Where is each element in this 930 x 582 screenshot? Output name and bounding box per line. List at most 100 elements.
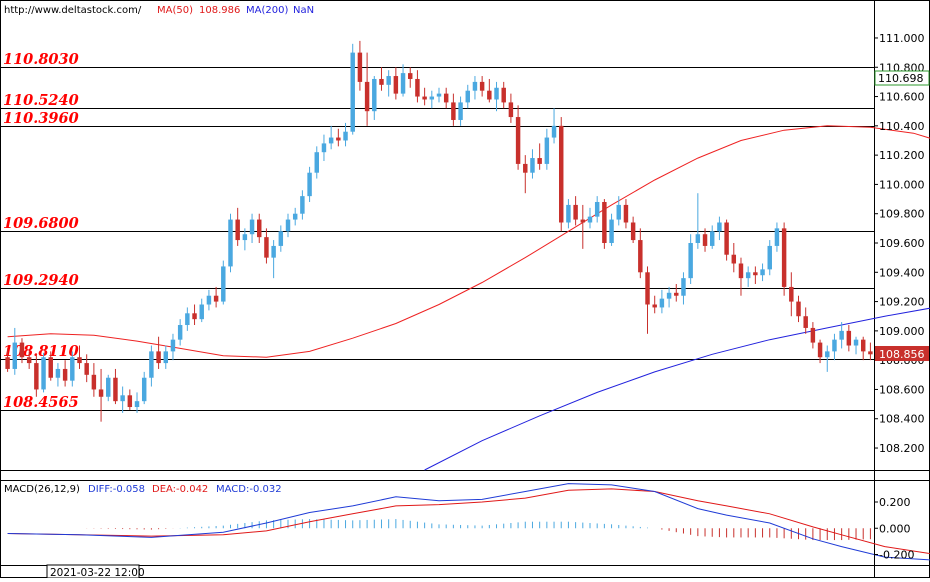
candle-body (249, 219, 255, 235)
candle-body (630, 222, 636, 241)
site-url: http://www.deltastock.com/ (4, 5, 142, 16)
candle-body (515, 117, 521, 164)
candle-body (91, 374, 97, 390)
candle-body (436, 93, 442, 97)
candle-body (221, 266, 226, 302)
candle-body (839, 330, 844, 340)
macd-title: MACD(26,12,9) (4, 484, 80, 495)
moving-averages (7, 125, 930, 471)
candle-body (408, 73, 413, 79)
date-label: 2021-03-22 12:00 (50, 567, 145, 578)
candle-body (760, 269, 765, 276)
candle-body (853, 339, 859, 346)
candle-body (235, 219, 240, 241)
candle-body (609, 219, 614, 243)
ma50-label: MA(50) (157, 5, 193, 16)
candle-body (199, 304, 204, 320)
candle-body (458, 102, 463, 120)
ma50-value: 108.986 (199, 5, 240, 16)
candle-body (264, 237, 269, 258)
candle-body (271, 245, 276, 258)
candle-body (753, 272, 758, 276)
level-label: 108.4565 (3, 394, 79, 411)
candle-body (62, 368, 68, 381)
candle-body (127, 395, 133, 408)
candle-body (738, 263, 744, 279)
candle-body (846, 330, 852, 346)
price-tick-label: 109.200 (879, 296, 925, 309)
ma200-label: MA(200) (246, 5, 288, 16)
candle-body (34, 363, 39, 390)
price-tick-label: 110.600 (879, 91, 925, 104)
candle-body (55, 368, 61, 378)
price-tick-label: 110.400 (879, 120, 925, 133)
candle-body (364, 81, 370, 112)
macd-dea-value: DEA:-0.042 (152, 484, 208, 495)
level-label: 109.2940 (3, 272, 79, 289)
candle-body (134, 401, 140, 408)
candle-body (278, 231, 284, 246)
candle-body (156, 351, 161, 364)
candle-body (141, 377, 147, 402)
macd-dea-line (7, 488, 930, 554)
candle-body (41, 357, 46, 390)
macd-tick-label: 0.000 (879, 522, 911, 535)
candle-body (48, 357, 53, 378)
candle-body (170, 339, 176, 352)
candle-body (300, 196, 305, 214)
candle-body (314, 152, 319, 173)
candle-body (292, 213, 298, 220)
candle-body (465, 90, 470, 103)
last-close-box (875, 346, 929, 361)
candle-body (645, 272, 650, 305)
candles (5, 40, 873, 422)
candle-body (724, 222, 729, 255)
candle-body (767, 245, 772, 270)
candle-body (688, 243, 693, 279)
candle-body (400, 73, 406, 94)
candle-body (781, 228, 787, 287)
candle-body (386, 76, 391, 85)
candle-body (717, 222, 722, 232)
candle-body (12, 342, 18, 369)
candle-body (343, 131, 348, 141)
candle-body (415, 78, 420, 97)
candle-body (26, 357, 32, 364)
candle-body (70, 357, 75, 381)
candle-body (106, 377, 111, 397)
candle-body (494, 87, 499, 100)
candle-body (5, 357, 10, 369)
macd-value: MACD:-0.032 (216, 484, 282, 495)
candle-body (357, 52, 363, 82)
candle-body (443, 93, 449, 103)
candle-body (77, 357, 82, 364)
candle-body (774, 228, 780, 246)
candle-body (422, 96, 427, 100)
candle-body (213, 295, 219, 302)
candle-body (84, 363, 89, 375)
candle-body (731, 254, 737, 264)
candle-body (652, 304, 657, 308)
candle-body (587, 216, 593, 223)
candle-body (429, 96, 435, 100)
candle-body (537, 158, 542, 164)
price-tick-label: 109.000 (879, 325, 925, 338)
candle-body (638, 240, 643, 273)
candle-body (501, 87, 506, 103)
candle-body (868, 351, 873, 355)
level-label: 109.6800 (3, 215, 79, 232)
candle-body (242, 234, 248, 241)
level-label: 110.8030 (3, 51, 79, 68)
candle-body (192, 313, 197, 320)
candle-body (177, 325, 183, 340)
candle-body (573, 204, 578, 220)
candle-body (350, 52, 355, 132)
candle-body (695, 234, 701, 243)
price-tick-label: 108.200 (879, 442, 925, 455)
candle-body (120, 395, 125, 402)
candle-body (307, 172, 312, 197)
candle-body (666, 292, 672, 299)
level-label: 110.5240 (3, 92, 79, 109)
